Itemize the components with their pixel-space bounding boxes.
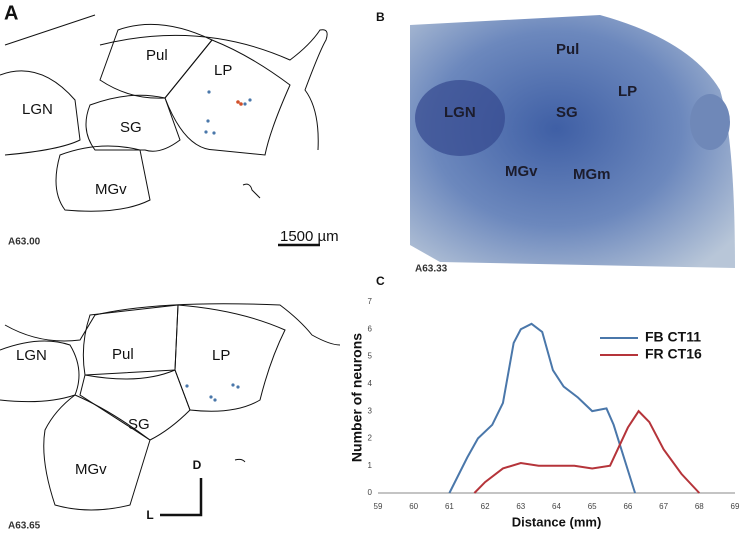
y-tick-label: 4 — [368, 379, 373, 388]
y-tick-label: 1 — [368, 461, 373, 470]
section-label: A63.00 — [8, 237, 41, 248]
data-line — [448, 322, 636, 494]
region-label: Pul — [146, 47, 168, 64]
x-tick-label: 59 — [374, 502, 383, 511]
x-tick-label: 63 — [516, 502, 525, 511]
x-tick-label: 62 — [481, 502, 490, 511]
region-label: SG — [120, 119, 142, 136]
histology-node — [690, 94, 730, 150]
x-tick-label: 66 — [623, 502, 632, 511]
x-tick-label: 61 — [445, 502, 454, 511]
x-tick-label: 68 — [695, 502, 704, 511]
axis-letter: D — [193, 458, 202, 472]
section-label: A63.65 — [8, 521, 41, 532]
panel-label: B — [376, 10, 385, 24]
region-label: LP — [212, 347, 230, 364]
y-tick-label: 3 — [368, 406, 373, 415]
y-tick-label: 5 — [368, 352, 373, 361]
x-tick-label: 60 — [409, 502, 418, 511]
x-tick-label: 67 — [659, 502, 668, 511]
x-tick-label: 64 — [552, 502, 561, 511]
panel-label: A — [4, 2, 18, 24]
region-label: LGN — [22, 101, 53, 118]
region-label: LGN — [444, 104, 476, 121]
region-label: MGv — [505, 163, 538, 180]
region-label: SG — [556, 104, 578, 121]
x-tick-label: 69 — [731, 502, 740, 511]
x-axis-label: Distance (mm) — [512, 514, 602, 529]
region-label: MGv — [75, 461, 107, 478]
region-label: MGm — [573, 166, 611, 183]
region-label: LP — [618, 83, 637, 100]
region-label: LP — [214, 62, 232, 79]
region-label: SG — [128, 416, 150, 433]
atlas-outline — [0, 14, 341, 517]
scale-bar-label: 1500 µm — [280, 228, 339, 245]
legend-label: FR CT16 — [645, 346, 702, 362]
region-label: LGN — [16, 347, 47, 364]
y-tick-label: 7 — [368, 297, 373, 306]
y-axis-label: Number of neurons — [349, 333, 365, 462]
panel-label: C — [376, 274, 385, 288]
histology-section — [410, 15, 735, 268]
data-line — [473, 409, 701, 494]
axis-letter: L — [146, 508, 153, 522]
x-tick-label: 65 — [588, 502, 597, 511]
region-label: Pul — [112, 346, 134, 363]
histology-lgn — [415, 80, 505, 156]
section-label: A63.33 — [415, 264, 448, 275]
y-tick-label: 6 — [368, 324, 373, 333]
y-tick-label: 0 — [368, 488, 373, 497]
region-label: Pul — [556, 41, 579, 58]
region-label: MGv — [95, 181, 127, 198]
y-tick-label: 2 — [368, 434, 373, 443]
legend-label: FB CT11 — [645, 329, 701, 345]
